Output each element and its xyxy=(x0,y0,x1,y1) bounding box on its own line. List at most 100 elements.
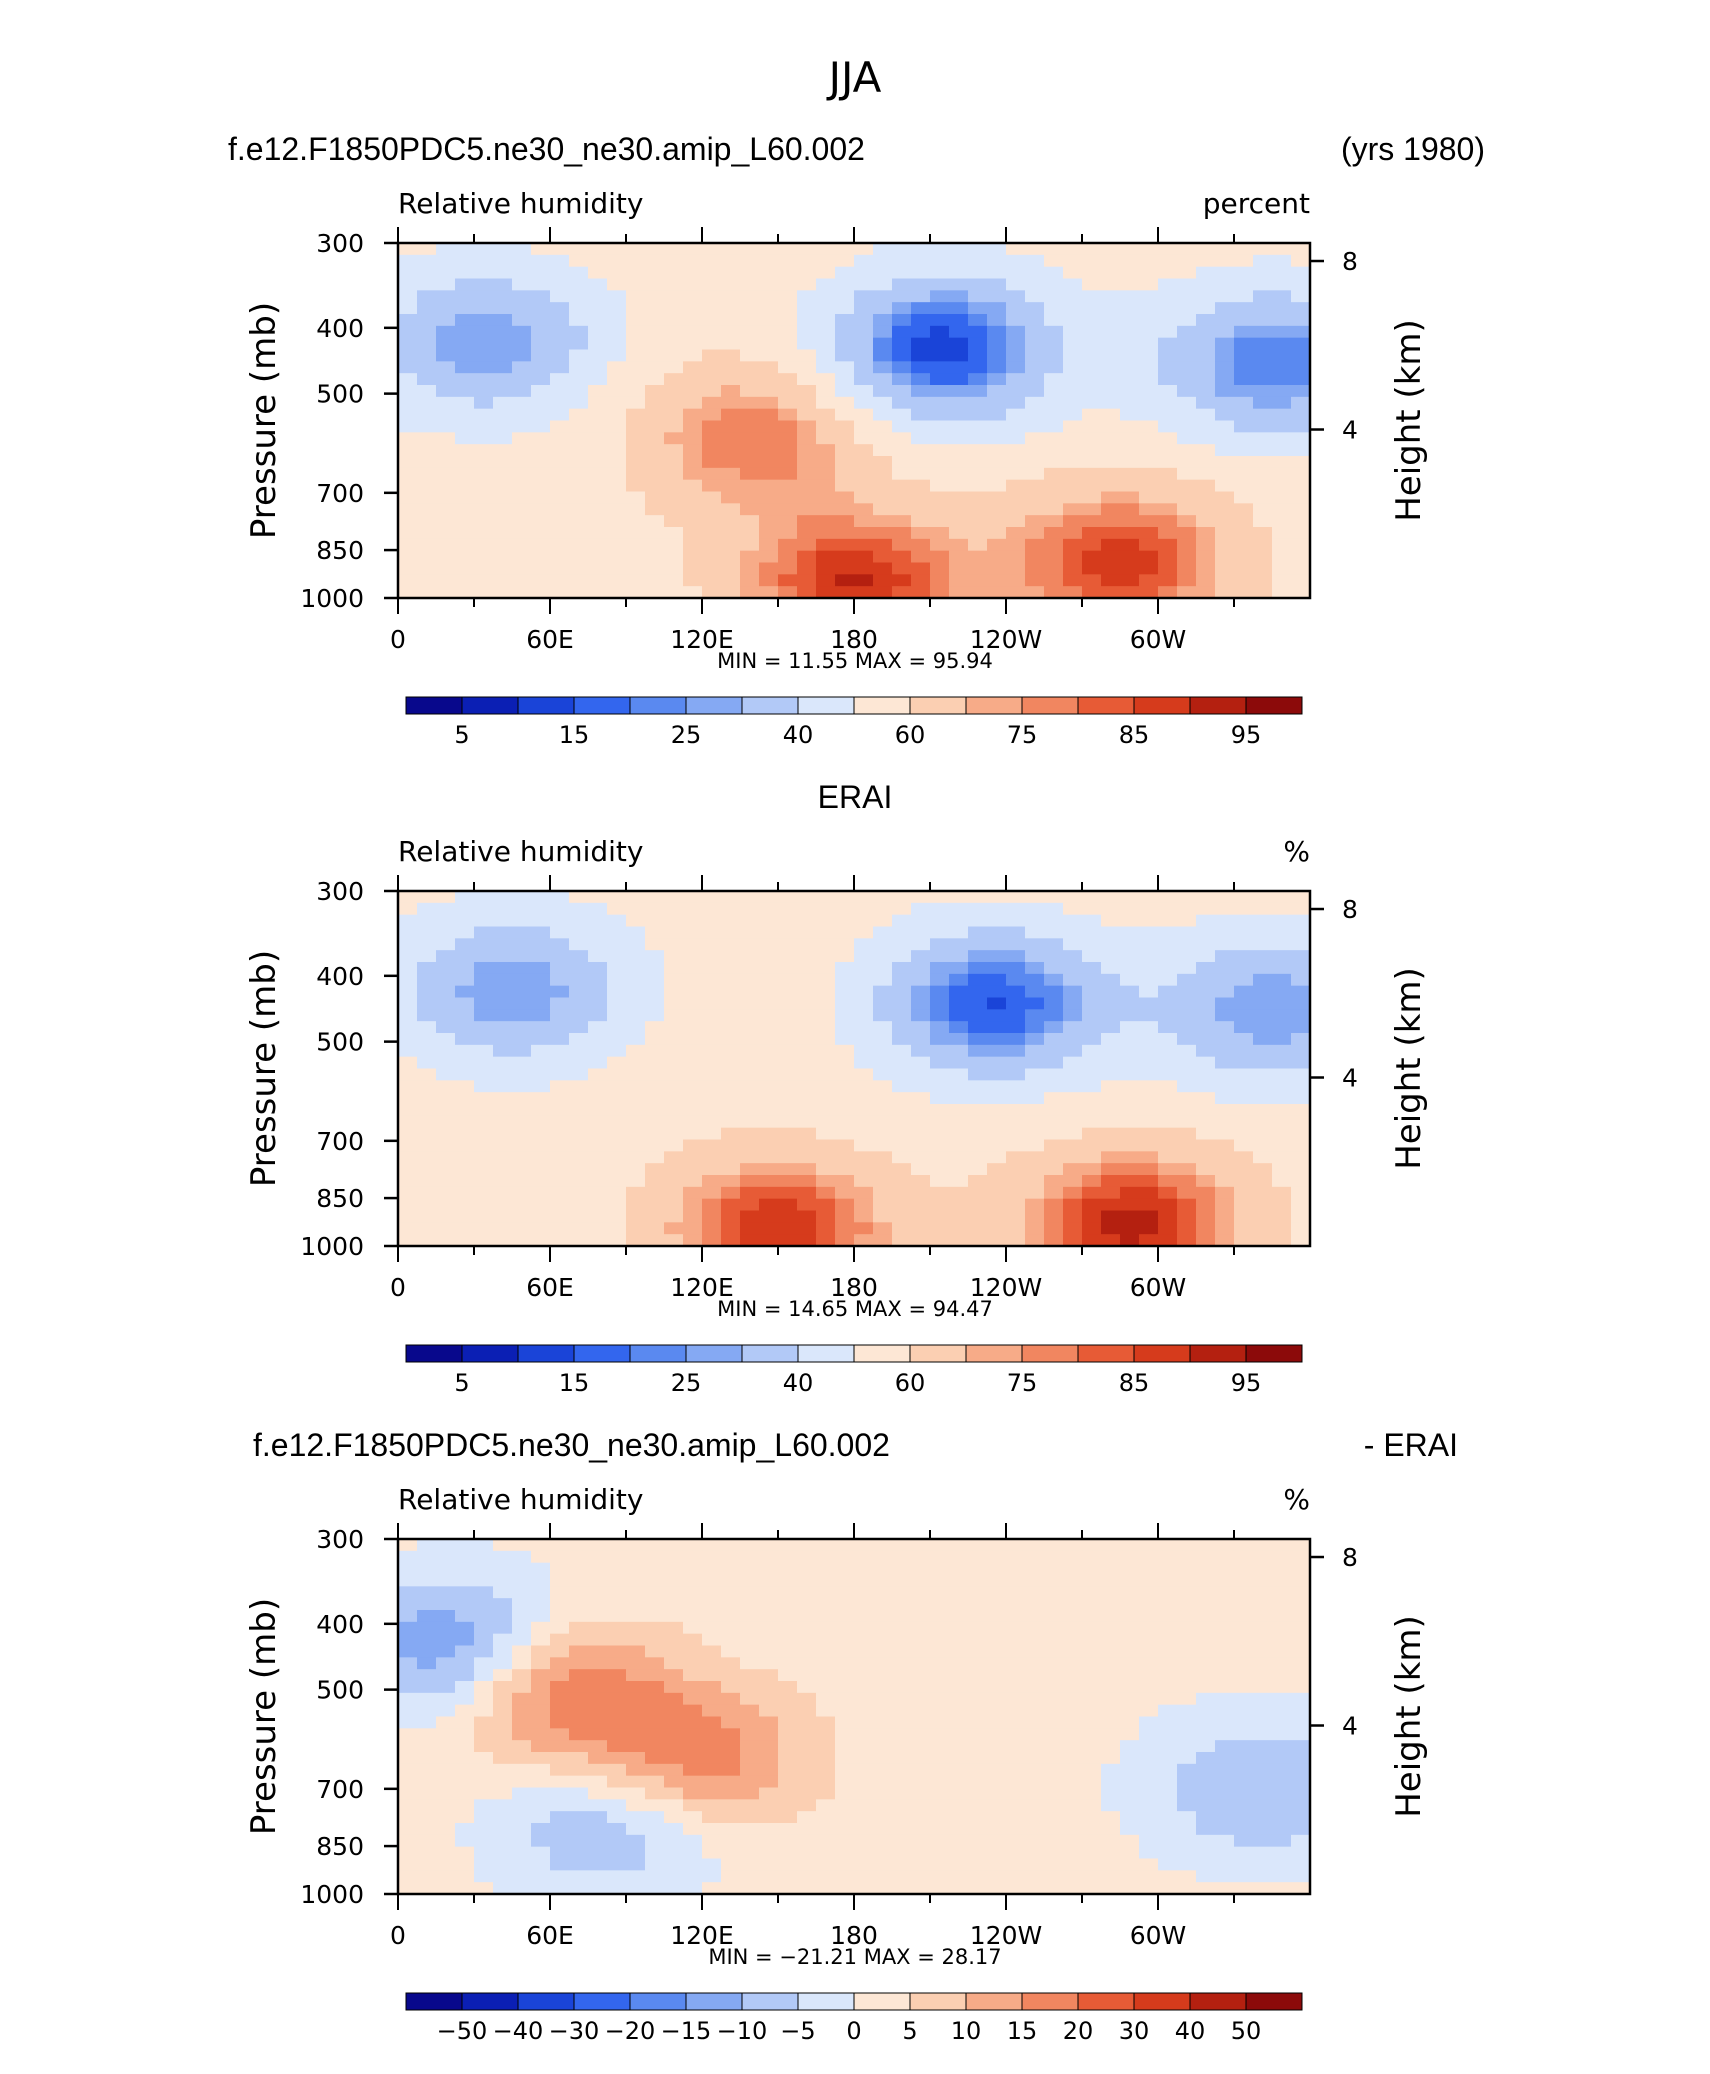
field-cell xyxy=(702,290,722,303)
field-cell xyxy=(1177,302,1197,315)
field-cell xyxy=(1044,1763,1064,1777)
field-cell xyxy=(1291,1716,1311,1729)
field-cell xyxy=(778,1056,798,1070)
field-cell xyxy=(835,538,855,552)
field-cell xyxy=(493,962,513,975)
field-cell xyxy=(911,1163,931,1176)
field-cell xyxy=(1139,1669,1159,1682)
field-cell xyxy=(436,408,456,422)
field-cell xyxy=(493,550,513,564)
field-cell xyxy=(816,1775,836,1789)
field-cell xyxy=(1025,1846,1045,1860)
field-cell xyxy=(987,385,1007,398)
field-cell xyxy=(493,586,513,599)
field-cell xyxy=(721,361,741,374)
field-cell xyxy=(1158,997,1178,1010)
field-cell xyxy=(721,302,741,315)
field-cell xyxy=(588,1092,608,1105)
field-cell xyxy=(797,1056,817,1070)
field-cell xyxy=(664,985,684,999)
field-cell xyxy=(626,1834,646,1848)
field-cell xyxy=(835,278,855,291)
field-cell xyxy=(1177,385,1197,398)
field-cell xyxy=(1196,574,1216,587)
field-cell xyxy=(911,1562,931,1576)
field-cell xyxy=(911,562,931,575)
field-cell xyxy=(417,527,437,540)
field-cell xyxy=(911,527,931,540)
field-cell xyxy=(1272,1044,1292,1058)
field-cell xyxy=(1234,550,1254,564)
field-cell xyxy=(1025,1799,1045,1812)
field-cell xyxy=(968,254,988,268)
field-cell xyxy=(854,891,874,904)
field-cell xyxy=(892,1811,912,1824)
field-cell xyxy=(1158,385,1178,398)
field-cell xyxy=(987,1681,1007,1694)
field-cell xyxy=(683,1870,703,1883)
field-cell xyxy=(493,325,513,339)
field-cell xyxy=(759,1562,779,1576)
field-cell xyxy=(531,1562,551,1576)
field-cell xyxy=(645,1222,665,1235)
field-cell xyxy=(417,314,437,327)
field-cell xyxy=(455,1657,475,1670)
field-cell xyxy=(1044,1539,1064,1552)
field-cell xyxy=(911,1669,931,1682)
field-cell xyxy=(588,1610,608,1623)
field-cell xyxy=(1177,266,1197,280)
field-cell xyxy=(816,1056,836,1070)
field-cell xyxy=(1177,1645,1197,1658)
field-cell xyxy=(835,1186,855,1200)
field-cell xyxy=(930,1834,950,1848)
field-cell xyxy=(1044,538,1064,552)
field-cell xyxy=(1215,1186,1235,1200)
field-cell xyxy=(1063,1151,1083,1164)
field-cell xyxy=(797,1787,817,1800)
field-cell xyxy=(911,1539,931,1552)
field-cell xyxy=(683,1080,703,1093)
field-cell xyxy=(968,950,988,963)
field-cell xyxy=(740,527,760,540)
field-cell xyxy=(455,1763,475,1777)
field-cell xyxy=(1063,538,1083,552)
field-cell xyxy=(835,491,855,504)
field-cell xyxy=(740,1550,760,1564)
field-cell xyxy=(588,1210,608,1223)
field-cell xyxy=(1177,574,1197,587)
field-cell xyxy=(493,385,513,398)
field-cell xyxy=(721,1222,741,1235)
field-cell xyxy=(968,385,988,398)
field-cell xyxy=(493,1645,513,1658)
field-cell xyxy=(474,1692,494,1706)
field-cell xyxy=(1082,373,1102,386)
field-cell xyxy=(417,902,437,916)
field-cell xyxy=(455,1692,475,1706)
field-cell xyxy=(626,1811,646,1824)
min-max-text: MIN = 14.65 MAX = 94.47 xyxy=(717,1297,993,1321)
field-cell xyxy=(664,1799,684,1812)
panel-1: f.e12.F1850PDC5.ne30_ne30.amip_L60.002 (y… xyxy=(228,131,1485,749)
field-cell xyxy=(1215,290,1235,303)
field-cell xyxy=(702,1163,722,1176)
field-cell xyxy=(778,337,798,351)
field-cell xyxy=(835,266,855,280)
field-cell xyxy=(455,444,475,457)
field-cell xyxy=(1044,1562,1064,1576)
field-cell xyxy=(987,266,1007,280)
field-cell xyxy=(436,361,456,374)
field-cell xyxy=(759,396,779,410)
field-cell xyxy=(531,1115,551,1129)
field-cell xyxy=(455,1799,475,1812)
field-cell xyxy=(436,266,456,280)
field-cell xyxy=(645,266,665,280)
field-cell xyxy=(892,314,912,327)
field-cell xyxy=(1291,515,1311,528)
field-cell xyxy=(1196,1669,1216,1682)
field-cell xyxy=(721,1621,741,1635)
field-cell xyxy=(417,1811,437,1824)
field-cell xyxy=(1006,1598,1026,1611)
field-cell xyxy=(550,1752,570,1765)
field-cell xyxy=(854,1044,874,1058)
field-cell xyxy=(1196,1539,1216,1552)
